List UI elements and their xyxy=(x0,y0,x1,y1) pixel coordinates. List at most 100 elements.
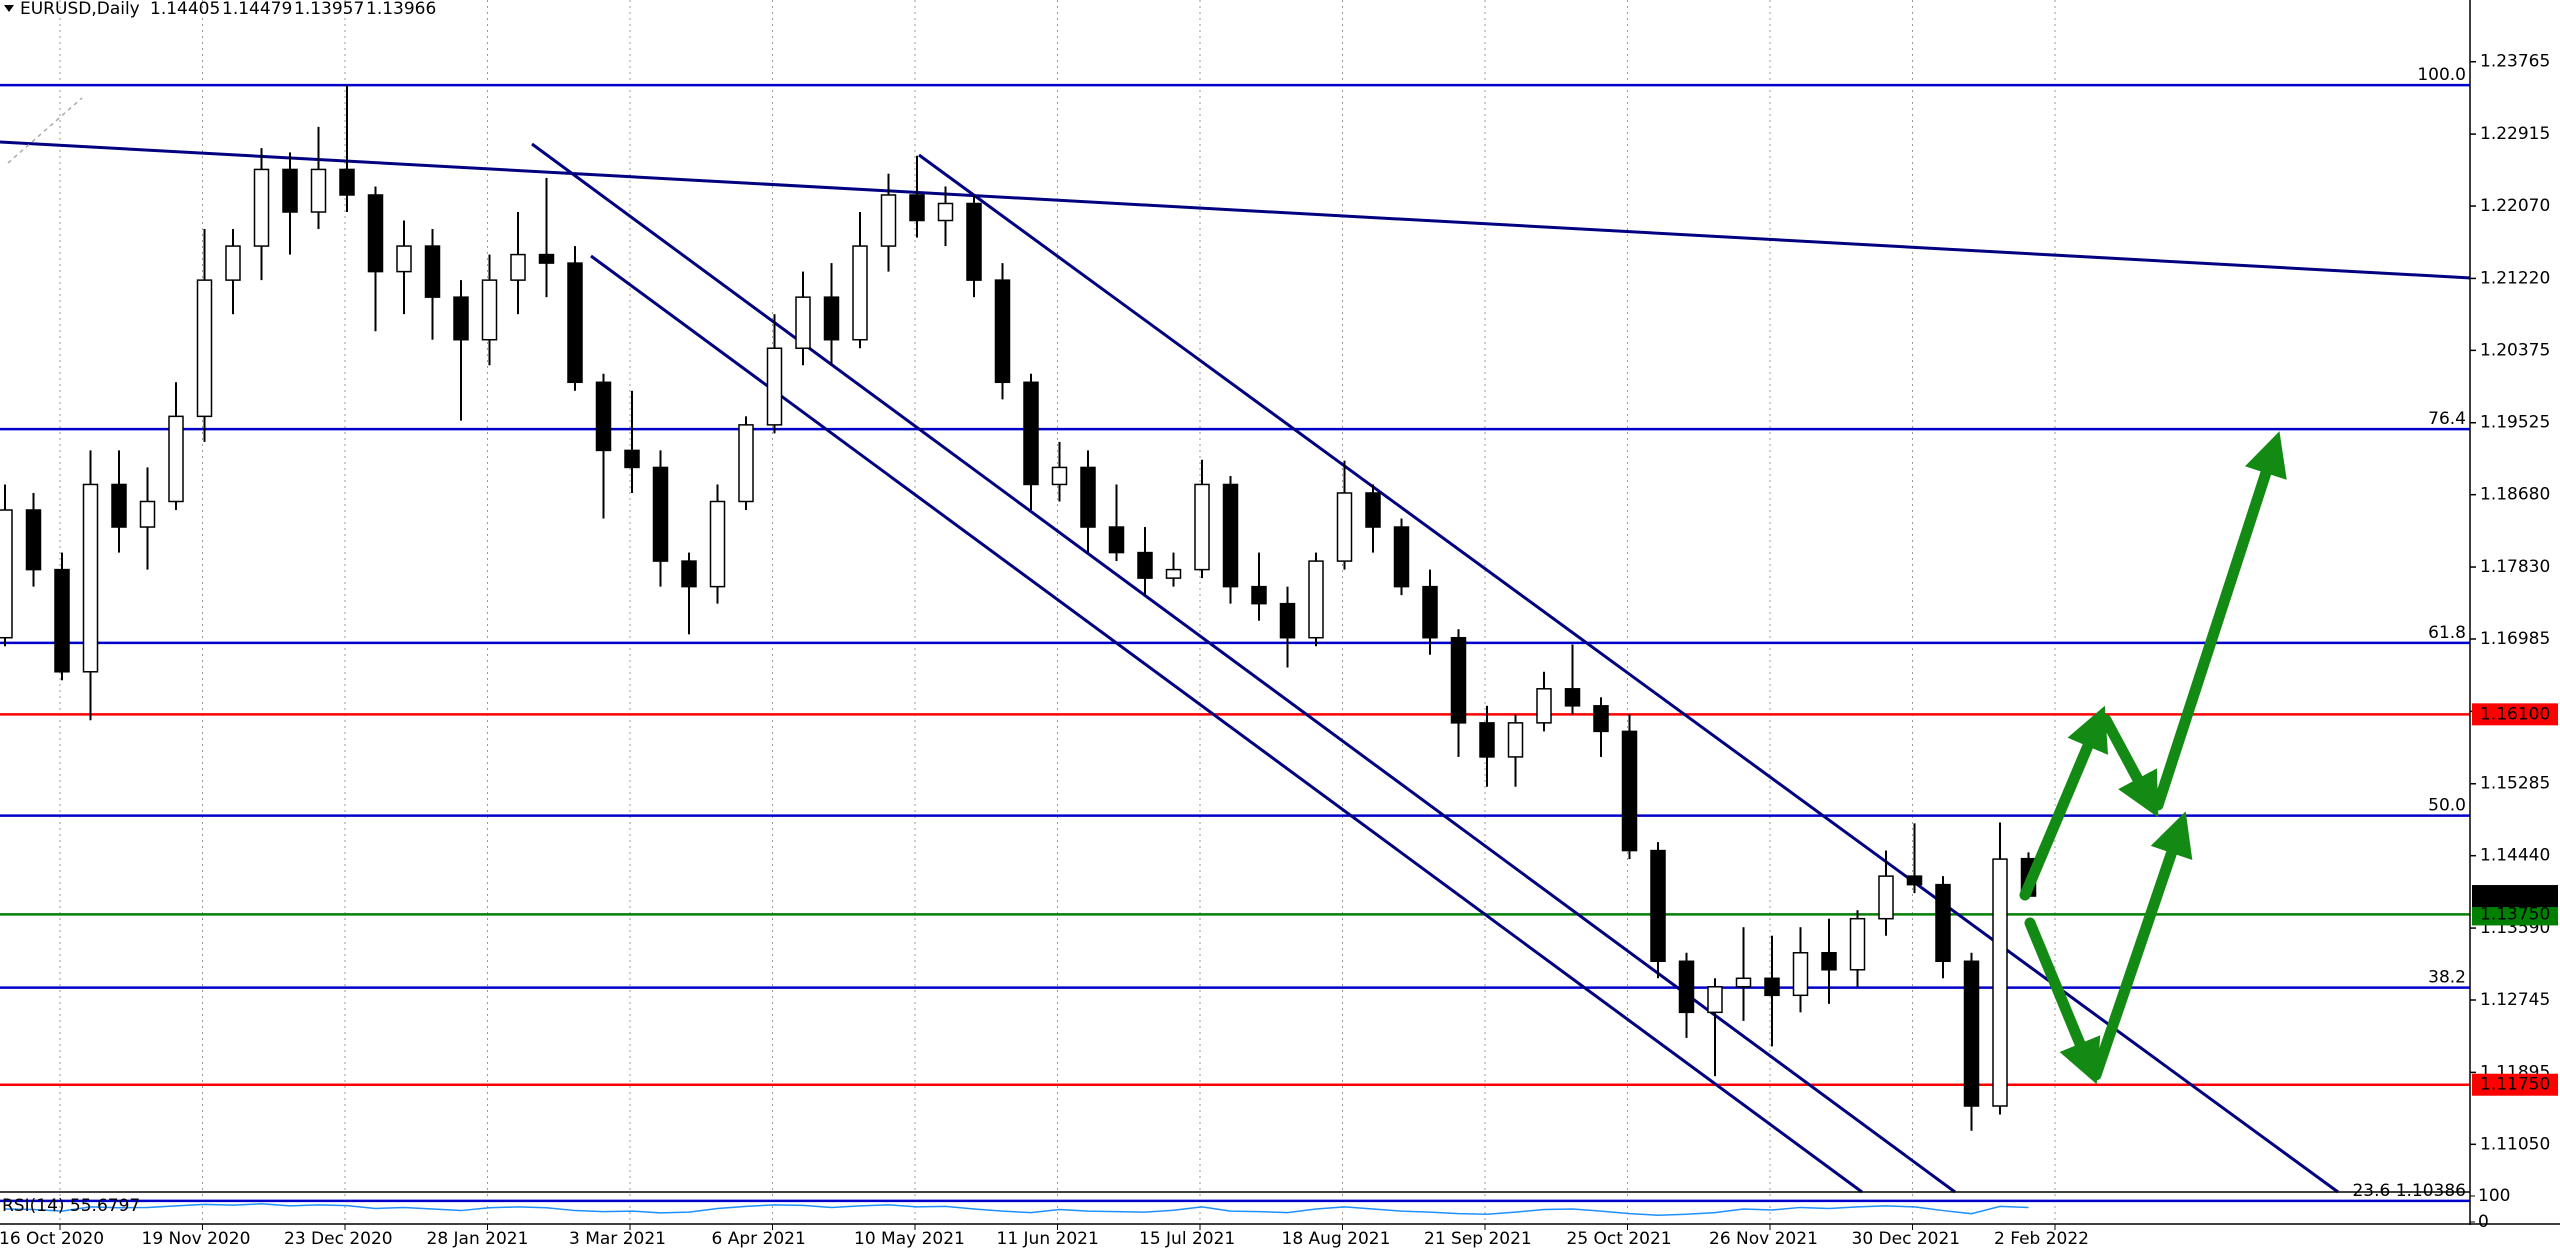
header-close: 1.13966 xyxy=(366,0,436,19)
candle-body xyxy=(424,245,441,298)
y-tick-label: 1.20375 xyxy=(2480,340,2550,360)
arrow xyxy=(2024,917,2101,1085)
candle-body xyxy=(510,253,526,281)
candle-body xyxy=(1935,883,1951,963)
y-tick-label: 1.14440 xyxy=(2480,846,2550,866)
header-high: 1.14479 xyxy=(222,0,292,19)
arrows xyxy=(2019,431,2287,1085)
x-tick-label: 10 May 2021 xyxy=(854,1229,965,1249)
candle-body xyxy=(1650,849,1666,963)
header-low: 1.13957 xyxy=(294,0,364,19)
y-tick-label: 1.16985 xyxy=(2480,629,2550,649)
candle-body xyxy=(1194,483,1210,571)
y-tick-label: 1.19525 xyxy=(2480,413,2550,433)
rsi-pane: RSI(14) 55.6797 0 100 xyxy=(2,1186,2510,1232)
rsi-label: RSI(14) 55.6797 xyxy=(2,1196,140,1216)
x-tick-label: 15 Jul 2021 xyxy=(1139,1229,1235,1249)
x-tick-label: 16 Oct 2020 xyxy=(0,1229,104,1249)
candle-body xyxy=(282,168,298,213)
x-tick-label: 18 Aug 2021 xyxy=(1282,1229,1391,1249)
y-tick-label: 1.22915 xyxy=(2480,124,2550,144)
x-tick-label: 21 Sep 2021 xyxy=(1424,1229,1532,1249)
candle-body xyxy=(1165,568,1182,579)
candle-body xyxy=(994,279,1011,384)
candle-body xyxy=(1422,585,1438,639)
fibo-label: 76.4 xyxy=(2428,409,2466,429)
candle-body xyxy=(1365,492,1381,528)
candle-body xyxy=(1108,526,1125,554)
trend-line xyxy=(531,142,1956,1194)
last-price-label: 1.13966 xyxy=(2480,886,2550,906)
symbol: EURUSD,Daily xyxy=(20,0,140,19)
price-tag xyxy=(2472,903,2558,926)
fibo-label: 50.0 xyxy=(2428,796,2466,816)
candle-body xyxy=(1621,730,1638,852)
candle-body xyxy=(367,194,384,273)
candle-body xyxy=(1593,705,1609,733)
price-tag-label: 1.11750 xyxy=(2480,1075,2550,1095)
trend-line xyxy=(918,153,2339,1194)
arrow xyxy=(2090,811,2193,1081)
candle-body xyxy=(82,483,99,673)
candle-body xyxy=(1821,951,1837,971)
x-tick-label: 23 Dec 2020 xyxy=(284,1229,393,1249)
header-open: 1.14405 xyxy=(150,0,220,19)
y-tick-label: 1.21220 xyxy=(2480,268,2550,288)
candle-body xyxy=(595,381,612,452)
x-tick-label: 2 Feb 2022 xyxy=(1994,1229,2089,1249)
rsi-tick-label: 0 xyxy=(2478,1212,2489,1232)
trend-line xyxy=(0,140,2472,280)
last-price-tag xyxy=(2472,885,2558,908)
y-tick-label: 1.17830 xyxy=(2480,557,2550,577)
y-tick-label: 1.18680 xyxy=(2480,485,2550,505)
candle-body xyxy=(709,500,726,588)
candle-body xyxy=(538,253,555,264)
candle-body xyxy=(1735,977,1752,988)
trend-line xyxy=(590,254,1863,1194)
x-tick-label: 25 Oct 2021 xyxy=(1567,1229,1672,1249)
candle-body xyxy=(1450,636,1467,724)
candle-body xyxy=(937,202,954,222)
x-tick-label: 11 Jun 2021 xyxy=(997,1229,1099,1249)
candle-body xyxy=(1678,960,1695,1014)
candle-body xyxy=(1137,551,1153,579)
y-tick-label: 1.12745 xyxy=(2480,990,2550,1010)
candle-body xyxy=(823,296,840,341)
arrow xyxy=(2019,705,2109,901)
candle-body xyxy=(0,509,13,639)
candle-body xyxy=(1963,960,1980,1107)
candle-body xyxy=(1564,688,1581,707)
y-tick-label: 1.23765 xyxy=(2480,52,2550,72)
y-tick-label: 1.15285 xyxy=(2480,774,2550,794)
candle-body xyxy=(111,483,127,528)
candle-body xyxy=(1308,560,1324,639)
candle-body xyxy=(1992,858,2008,1107)
price-tag xyxy=(2472,703,2558,726)
grid xyxy=(59,0,2056,1224)
candle-body xyxy=(481,279,498,341)
candle-body xyxy=(738,424,754,503)
candle-body xyxy=(225,245,241,281)
candle-body xyxy=(1279,602,1296,639)
candle-body xyxy=(453,296,469,341)
candle-body xyxy=(966,202,982,281)
candle-body xyxy=(909,194,925,222)
y-tick-label: 1.22070 xyxy=(2480,196,2550,216)
candle-body xyxy=(880,194,897,247)
candle-body xyxy=(1251,585,1267,605)
candle-body xyxy=(567,262,583,384)
candle-body xyxy=(681,560,697,588)
candle-body xyxy=(253,168,270,247)
arrow xyxy=(2100,714,2159,818)
fibo-label: 23.6 1.10386 xyxy=(2352,1181,2466,1201)
candle-body xyxy=(852,245,868,341)
candle-body xyxy=(396,245,412,273)
candle-body xyxy=(25,509,42,571)
fibo-label: 38.2 xyxy=(2428,968,2466,988)
price-axis-bg xyxy=(2470,0,2560,1225)
candle-body xyxy=(1707,986,1723,1014)
candles xyxy=(0,85,2037,1131)
candle-body xyxy=(310,168,327,213)
candle-body xyxy=(196,279,213,418)
